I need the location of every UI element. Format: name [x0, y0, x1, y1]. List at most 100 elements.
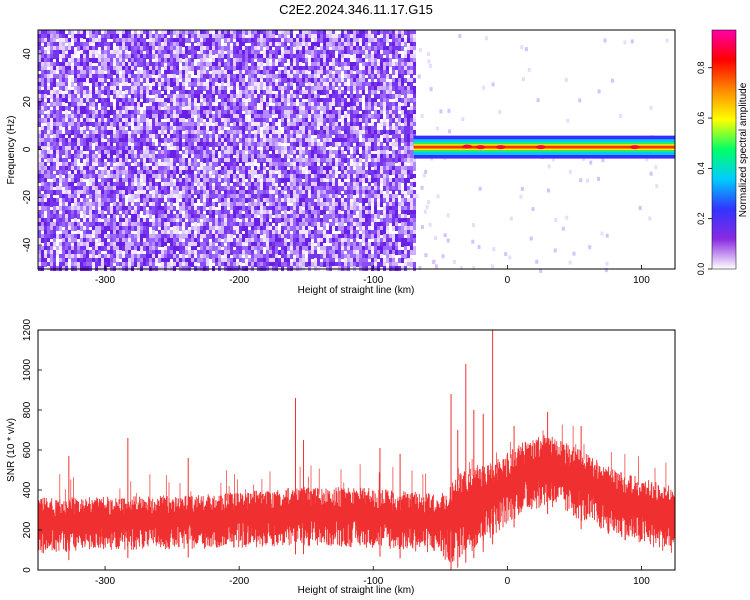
spectrogram-cell: [110, 138, 113, 143]
spectrogram-cell: [59, 106, 62, 111]
spectrogram-cell: [215, 230, 218, 235]
spectrogram-cell: [104, 182, 107, 187]
spectrogram-cell: [113, 250, 116, 255]
spectrogram-cell: [89, 138, 92, 143]
spectrogram-cell: [125, 50, 128, 55]
spectrogram-cell: [293, 246, 296, 251]
spectrogram-cell: [47, 74, 50, 79]
spectrogram-cell: [137, 70, 140, 75]
spectrogram-cell: [212, 66, 215, 71]
spectrogram-cell: [71, 166, 74, 171]
spectrogram-cell: [92, 174, 95, 179]
spectrogram-cell: [212, 86, 215, 91]
spectrogram-cell: [284, 126, 287, 131]
spectrogram-cell: [212, 90, 215, 95]
spectrogram-cell: [125, 238, 128, 243]
spectrogram-cell: [110, 198, 113, 203]
spectrogram-cell: [59, 162, 62, 167]
spectrogram-cell: [155, 106, 158, 111]
spectrogram-cell: [305, 202, 308, 207]
spectrogram-cell: [131, 182, 134, 187]
spectrogram-cell: [89, 150, 92, 155]
spectrogram-cell: [149, 42, 152, 47]
spectrogram-cell: [266, 50, 269, 55]
spectrogram-cell: [86, 134, 89, 139]
spectrogram-cell: [44, 254, 47, 259]
spectrogram-cell: [149, 238, 152, 243]
spectrogram-cell: [83, 130, 86, 135]
spectrogram-cell: [131, 186, 134, 191]
spectrogram-cell: [77, 130, 80, 135]
spectrogram-cell: [212, 234, 215, 239]
spectrogram-cell: [89, 106, 92, 111]
spectrogram-cell: [155, 78, 158, 83]
spectrogram-cell: [269, 162, 272, 167]
spectrogram-cell: [56, 146, 59, 151]
spectrogram-cell: [299, 50, 302, 55]
spectrogram-cell: [317, 90, 320, 95]
spectrogram-cell: [191, 258, 194, 263]
spectrogram-cell: [74, 66, 77, 71]
spectrogram-cell: [200, 126, 203, 131]
spectrogram-cell: [38, 130, 41, 135]
spectrogram-cell: [158, 190, 161, 195]
spectrogram-cell: [215, 130, 218, 135]
spectrogram-cell: [263, 190, 266, 195]
spectrogram-cell: [272, 166, 275, 171]
spectrogram-cell: [182, 234, 185, 239]
spectrogram-cell: [53, 214, 56, 219]
spectrogram-cell: [311, 186, 314, 191]
spectrogram-cell: [125, 42, 128, 47]
spectrogram-cell: [233, 134, 236, 139]
spectrogram-cell: [203, 66, 206, 71]
spectrogram-cell: [248, 82, 251, 87]
spectrogram-cell: [212, 126, 215, 131]
spectrogram-cell: [68, 62, 71, 67]
spectrogram-cell: [77, 110, 80, 115]
spectrogram-cell: [281, 206, 284, 211]
spectrogram-cell: [314, 218, 317, 223]
spectrogram-cell: [218, 94, 221, 99]
spectrogram-cell: [167, 66, 170, 71]
spectrogram-cell: [236, 70, 239, 75]
spectrogram-cell: [200, 258, 203, 263]
spectrogram-cell: [272, 194, 275, 199]
spectrogram-cell: [203, 234, 206, 239]
spectrogram-cell: [233, 174, 236, 179]
spectrogram-cell: [137, 138, 140, 143]
spectrogram-cell: [203, 182, 206, 187]
spectrogram-cell: [191, 38, 194, 43]
spectrogram-cell: [71, 82, 74, 87]
spectrogram-cell: [125, 54, 128, 59]
spectrogram-cell: [68, 118, 71, 123]
spectrogram-cell: [296, 190, 299, 195]
spectrogram-cell: [260, 58, 263, 63]
spectrogram-cell: [206, 254, 209, 259]
spectrogram-cell: [299, 134, 302, 139]
spectrogram-cell: [38, 78, 41, 83]
spectrogram-cell: [176, 86, 179, 91]
spectrogram-cell: [71, 30, 74, 35]
spectrogram-cell: [311, 58, 314, 63]
spectrogram-cell: [47, 30, 50, 35]
spectrogram-cell: [281, 78, 284, 83]
spectrogram-cell: [74, 114, 77, 119]
spectrogram-cell: [167, 170, 170, 175]
spectrogram-cell: [155, 38, 158, 43]
spectrogram-cell: [218, 214, 221, 219]
spectrogram-cell: [239, 134, 242, 139]
spectrogram-cell: [62, 58, 65, 63]
spectrogram-cell: [194, 50, 197, 55]
spectrogram-cell: [137, 206, 140, 211]
spectrogram-cell: [89, 170, 92, 175]
spectrogram-cell: [251, 38, 254, 43]
spectrogram-cell: [95, 42, 98, 47]
spectrogram-cell: [308, 218, 311, 223]
spectrogram-cell: [179, 186, 182, 191]
spectrogram-cell: [113, 34, 116, 39]
spectrogram-cell: [137, 170, 140, 175]
spectrogram-cell: [167, 62, 170, 67]
spectrogram-cell: [212, 162, 215, 167]
spectrogram-cell: [173, 262, 176, 267]
spectrogram-cell: [254, 206, 257, 211]
